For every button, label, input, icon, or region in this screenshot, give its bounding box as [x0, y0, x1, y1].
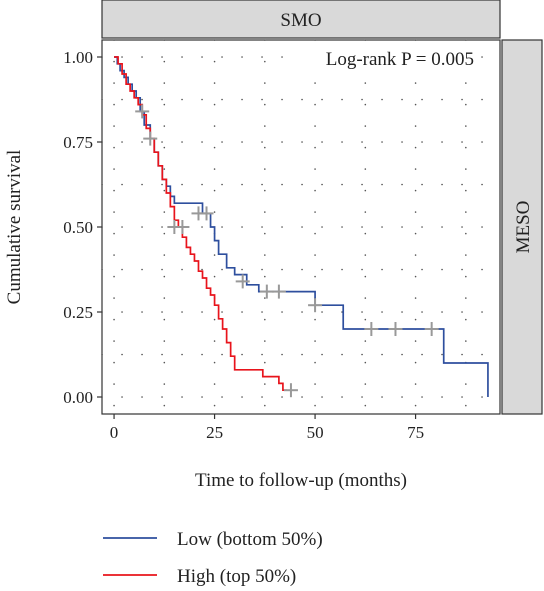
censor-mark-low [271, 284, 286, 299]
x-tick-label: 75 [407, 423, 424, 442]
survival-curve-low [114, 56, 489, 397]
censor-mark-low [388, 322, 403, 336]
censor-mark-low [199, 206, 214, 221]
x-tick-label: 25 [206, 423, 223, 442]
censor-mark-low [135, 104, 150, 119]
y-axis-title: Cumulative survival [4, 150, 25, 305]
y-tick-label: 0.25 [63, 303, 93, 322]
y-tick-label: 0.00 [63, 388, 93, 407]
y-tick-label: 0.50 [63, 218, 93, 237]
censor-mark-high [175, 220, 190, 234]
censor-mark-low [364, 322, 379, 336]
facet-strip-right [501, 39, 543, 415]
censor-mark-low [235, 274, 250, 289]
censor-mark-low [308, 298, 323, 313]
censor-mark-low [259, 284, 274, 299]
annotation-background [284, 44, 476, 72]
censor-mark-high [283, 383, 298, 398]
survival-curves [114, 56, 489, 398]
facet-strip-top [101, 0, 501, 39]
legend: Low (bottom 50%) High (top 50%) [103, 529, 323, 587]
x-axis-title: Time to follow-up (months) [195, 470, 407, 491]
censor-mark-low [424, 322, 439, 336]
x-tick-label: 50 [307, 423, 324, 442]
y-tick-label: 0.75 [63, 133, 93, 152]
y-tick-label: 1.00 [63, 48, 93, 67]
legend-label-high: High (top 50%) [177, 566, 296, 587]
facet-strip-top-label: SMO [280, 10, 321, 31]
log-rank-annotation: Log-rank P = 0.005 [326, 49, 474, 70]
legend-label-low: Low (bottom 50%) [177, 529, 323, 550]
censor-mark-low [143, 131, 158, 146]
facet-strip-right-label: MESO [513, 201, 534, 254]
axis-ticks: 0 25 50 75 0.00 0.25 0.50 0.75 1.00 [63, 48, 424, 442]
x-tick-label: 0 [110, 423, 119, 442]
